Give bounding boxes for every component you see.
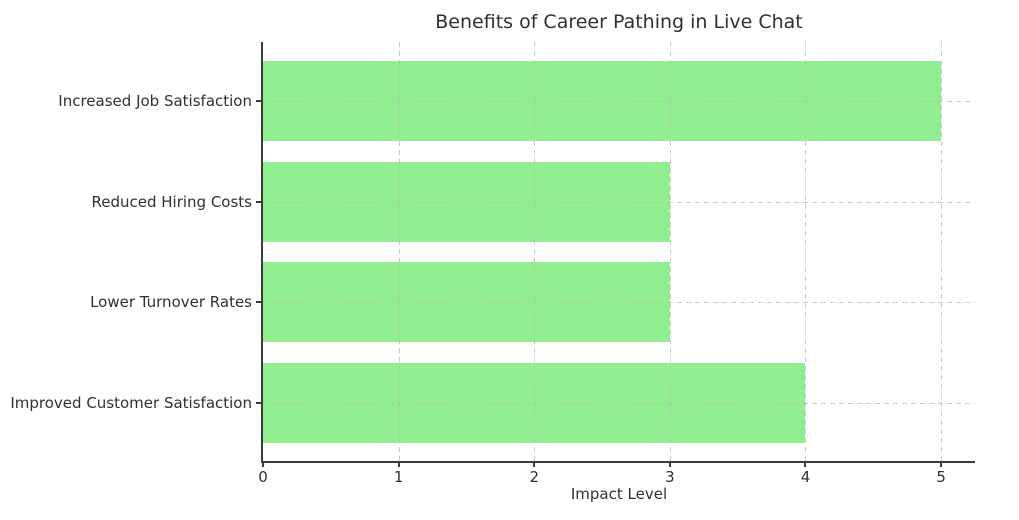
x-axis-spine: [261, 461, 975, 463]
gridline-vertical: [534, 42, 536, 462]
gridline-vertical: [941, 42, 943, 462]
y-axis-category-label: Reduced Hiring Costs: [91, 192, 252, 211]
y-tick-mark: [256, 200, 262, 203]
gridline-horizontal: [263, 302, 975, 304]
x-tick-label: 3: [665, 468, 675, 486]
chart-title: Benefits of Career Pathing in Live Chat: [435, 11, 803, 33]
x-tick-label: 1: [393, 468, 404, 486]
x-tick-label: 0: [258, 468, 268, 486]
y-tick-mark: [256, 301, 262, 304]
gridline-horizontal: [263, 201, 975, 203]
gridline-horizontal: [263, 101, 975, 103]
x-tick-mark: [804, 462, 807, 467]
x-tick-mark: [533, 462, 536, 467]
x-tick-label: 2: [529, 468, 539, 486]
y-tick-mark: [256, 100, 262, 103]
x-tick-mark: [668, 462, 671, 467]
y-axis-category-label: Increased Job Satisfaction: [58, 92, 252, 111]
gridline-vertical: [398, 42, 400, 462]
x-tick-label: 5: [936, 468, 946, 486]
gridline-horizontal: [263, 402, 975, 404]
gridline-vertical: [805, 42, 807, 462]
x-tick-mark: [262, 462, 264, 467]
y-axis-category-label: Lower Turnover Rates: [90, 293, 252, 312]
x-axis-title: Impact Level: [570, 485, 668, 503]
x-tick-label: 4: [800, 468, 811, 486]
bar: [263, 61, 942, 142]
y-tick-mark: [256, 401, 262, 404]
x-tick-mark: [397, 462, 400, 467]
gridline-vertical: [669, 42, 671, 462]
y-axis-category-label: Improved Customer Satisfaction: [10, 393, 252, 412]
plot-area: [263, 42, 975, 462]
x-tick-mark: [940, 462, 943, 467]
y-axis-spine: [261, 42, 263, 463]
